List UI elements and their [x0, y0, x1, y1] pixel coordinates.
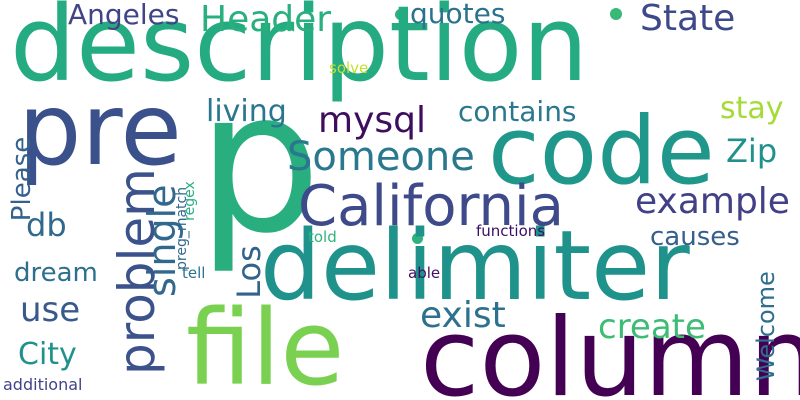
word-someone: Someone: [287, 134, 475, 180]
dot: [395, 9, 406, 20]
word-california: California: [298, 174, 564, 239]
word-use: use: [20, 290, 81, 330]
word-able: able: [408, 264, 441, 282]
word-code: code: [488, 97, 715, 206]
word-header: Header: [200, 0, 332, 40]
word-stay: stay: [720, 91, 784, 126]
word-example: example: [635, 181, 790, 222]
word-welcome: Welcome: [752, 271, 780, 381]
word-angeles: Angeles: [68, 0, 180, 31]
word-functions: functions: [476, 222, 546, 240]
word-file: file: [186, 287, 345, 400]
word-told: told: [308, 228, 337, 246]
word-description: description: [10, 0, 589, 105]
word-p: p: [197, 49, 322, 277]
word-regex: regex: [182, 181, 198, 221]
word-quotes: quotes: [410, 0, 506, 30]
word-mysql: mysql: [318, 100, 426, 141]
word-dream: dream: [14, 258, 98, 288]
word-pre: pre: [18, 71, 182, 188]
word-create: create: [598, 307, 706, 347]
word-column: column: [420, 296, 800, 400]
dot: [610, 8, 622, 20]
word-tell: tell: [182, 264, 206, 282]
word-los: Los: [230, 245, 268, 299]
word-living: living: [206, 94, 287, 129]
word-contains: contains: [458, 95, 577, 128]
word-zip: Zip: [726, 132, 778, 170]
word-exist: exist: [420, 295, 506, 336]
dot: [412, 233, 423, 244]
word-solve: solve: [329, 59, 369, 77]
word-additional: additional: [3, 375, 83, 394]
word-causes: causes: [650, 222, 740, 252]
word-delimiter: delimiter: [260, 210, 690, 322]
word-db: db: [26, 206, 67, 244]
word-city: City: [18, 337, 77, 372]
word-state: State: [640, 0, 736, 39]
